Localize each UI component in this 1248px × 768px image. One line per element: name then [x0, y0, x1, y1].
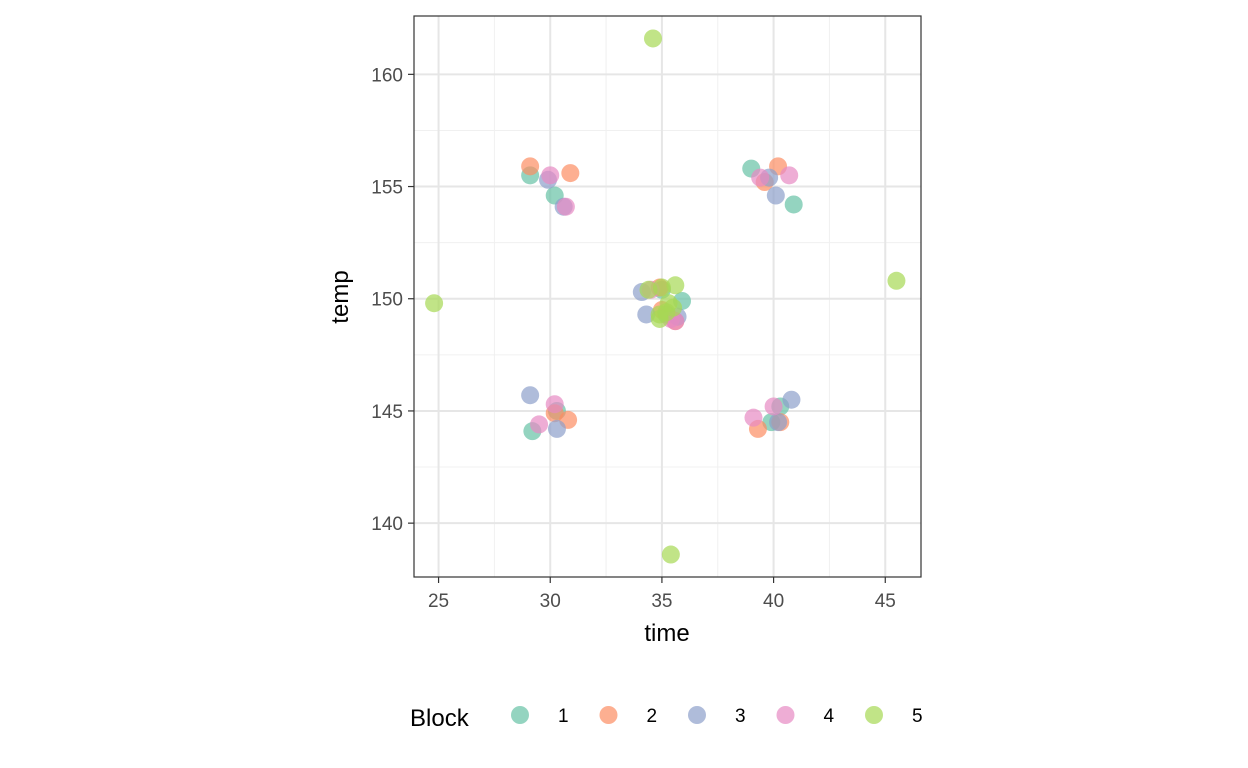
y-tick-label: 155	[371, 178, 403, 199]
data-point-block-5	[664, 298, 683, 317]
legend-label-block-5: 5	[912, 706, 923, 727]
data-point-block-3	[521, 386, 540, 405]
data-points	[425, 29, 906, 564]
legend-label-block-3: 3	[735, 706, 746, 727]
x-axis-title: time	[644, 620, 689, 647]
data-point-block-3	[782, 390, 801, 409]
y-tick-label: 145	[371, 402, 403, 423]
x-tick-label: 35	[651, 591, 672, 612]
data-point-block-5	[643, 29, 662, 48]
data-point-block-4	[751, 168, 770, 187]
legend: Block 1 2 3 4 5	[410, 705, 923, 732]
data-point-block-1	[784, 195, 803, 214]
data-point-block-2	[521, 157, 540, 176]
y-tick-label: 150	[371, 290, 403, 311]
x-tick-label: 40	[763, 591, 784, 612]
data-point-block-4	[744, 408, 763, 427]
y-tick-label: 160	[371, 65, 403, 86]
data-point-block-3	[769, 413, 788, 432]
legend-title: Block	[410, 705, 470, 732]
legend-key-block-4	[776, 706, 795, 724]
data-point-block-5	[639, 280, 658, 299]
legend-key-block-3	[688, 706, 706, 724]
data-point-block-2	[561, 164, 580, 183]
data-point-block-4	[541, 166, 560, 185]
data-point-block-5	[650, 309, 669, 328]
data-point-block-5	[666, 276, 685, 295]
x-tick-label: 30	[540, 591, 561, 612]
x-tick-label: 25	[428, 591, 449, 612]
y-axis-title: temp	[327, 270, 354, 323]
data-point-block-5	[425, 294, 444, 313]
legend-label-block-1: 1	[558, 706, 569, 727]
legend-key-block-5	[865, 706, 883, 724]
data-point-block-5	[652, 278, 671, 297]
data-point-block-5	[661, 545, 680, 564]
data-point-block-3	[547, 419, 566, 438]
x-tick-label: 45	[875, 591, 896, 612]
legend-key-block-1	[511, 706, 529, 724]
data-point-block-3	[766, 186, 785, 205]
data-point-block-5	[887, 271, 906, 290]
data-point-block-4	[764, 397, 783, 416]
data-point-block-4	[556, 197, 575, 216]
y-tick-label: 140	[371, 514, 403, 535]
legend-label-block-4: 4	[824, 706, 835, 727]
data-point-block-4	[780, 166, 799, 185]
data-point-block-4	[545, 395, 564, 414]
data-point-block-4	[530, 415, 549, 434]
legend-label-block-2: 2	[647, 706, 658, 727]
legend-key-block-2	[599, 706, 618, 724]
axes: 25 30 35 40 45 140 145 150 155 160	[371, 65, 896, 612]
panel-border	[413, 15, 922, 578]
